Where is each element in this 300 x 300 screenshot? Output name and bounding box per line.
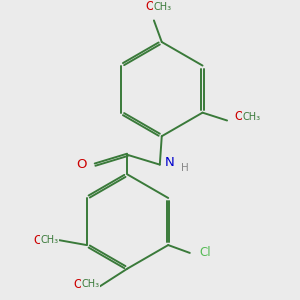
Text: CH₃: CH₃ bbox=[154, 2, 172, 12]
Text: O: O bbox=[74, 278, 83, 291]
Text: CH₃: CH₃ bbox=[242, 112, 261, 122]
Text: CH₃: CH₃ bbox=[81, 279, 99, 289]
Text: O: O bbox=[76, 158, 87, 171]
Text: O: O bbox=[33, 234, 42, 247]
Text: N: N bbox=[165, 156, 175, 169]
Text: Cl: Cl bbox=[200, 246, 211, 260]
Text: CH₃: CH₃ bbox=[40, 235, 58, 245]
Text: H: H bbox=[182, 163, 189, 172]
Text: O: O bbox=[234, 110, 244, 123]
Text: O: O bbox=[146, 0, 154, 13]
